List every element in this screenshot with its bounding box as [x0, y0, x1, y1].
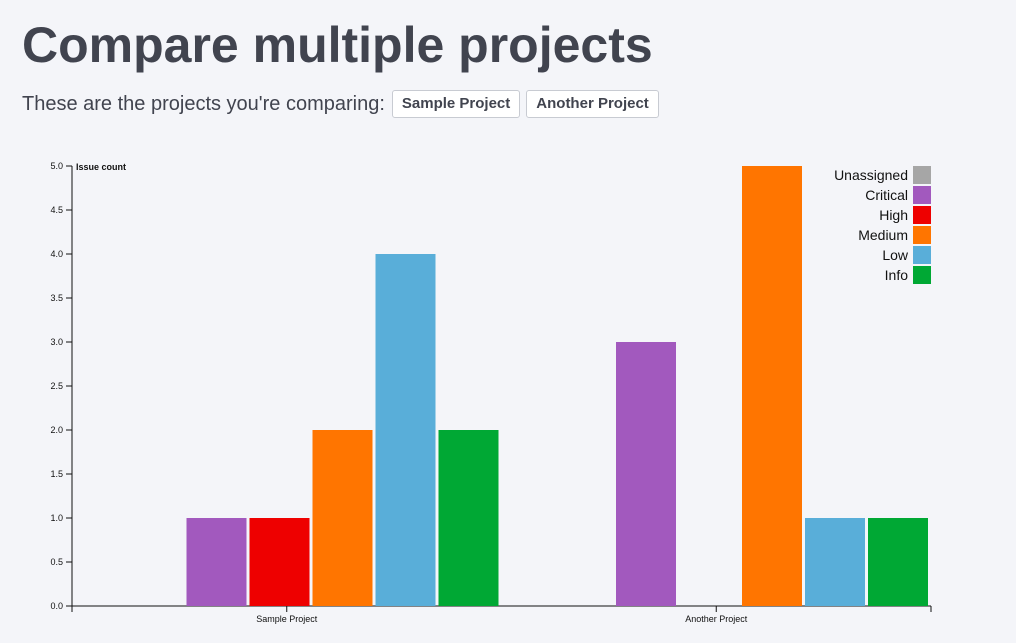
- legend-swatch-high: [913, 206, 931, 224]
- bar-low-sample-project: [375, 254, 436, 606]
- y-tick-label: 0.5: [50, 557, 63, 567]
- comparing-label: These are the projects you're comparing:: [22, 92, 385, 115]
- legend-swatch-medium: [913, 226, 931, 244]
- y-tick-label: 4.5: [50, 205, 63, 215]
- x-tick-label: Another Project: [685, 614, 748, 624]
- legend-swatch-low: [913, 246, 931, 264]
- legend-label-critical: Critical: [865, 187, 908, 203]
- y-tick-label: 0.0: [50, 601, 63, 611]
- legend-label-low: Low: [882, 247, 909, 263]
- bar-info-another-project: [868, 518, 928, 606]
- bar-medium-another-project: [742, 166, 802, 606]
- bar-low-another-project: [805, 518, 865, 606]
- bar-critical-sample-project: [186, 518, 247, 606]
- bar-info-sample-project: [438, 430, 499, 606]
- legend-label-unassigned: Unassigned: [834, 167, 908, 183]
- y-axis-title: Issue count: [76, 162, 126, 172]
- y-tick-label: 1.0: [50, 513, 63, 523]
- y-tick-label: 4.0: [50, 249, 63, 259]
- y-tick-label: 3.0: [50, 337, 63, 347]
- project-button-sample[interactable]: Sample Project: [391, 90, 521, 118]
- bar-high-sample-project: [249, 518, 310, 606]
- bar-critical-another-project: [616, 342, 676, 606]
- y-tick-label: 1.5: [50, 469, 63, 479]
- x-tick-label: Sample Project: [256, 614, 318, 624]
- legend-swatch-unassigned: [913, 166, 931, 184]
- legend-label-info: Info: [885, 267, 909, 283]
- legend-label-high: High: [879, 207, 908, 223]
- y-tick-label: 5.0: [50, 161, 63, 171]
- page-title: Compare multiple projects: [22, 17, 653, 73]
- compared-projects-bar: These are the projects you're comparing:…: [22, 90, 665, 118]
- project-button-another[interactable]: Another Project: [526, 90, 659, 118]
- bar-medium-sample-project: [312, 430, 373, 606]
- y-tick-label: 2.0: [50, 425, 63, 435]
- y-tick-label: 2.5: [50, 381, 63, 391]
- y-tick-label: 3.5: [50, 293, 63, 303]
- legend-label-medium: Medium: [858, 227, 908, 243]
- legend-swatch-critical: [913, 186, 931, 204]
- legend-swatch-info: [913, 266, 931, 284]
